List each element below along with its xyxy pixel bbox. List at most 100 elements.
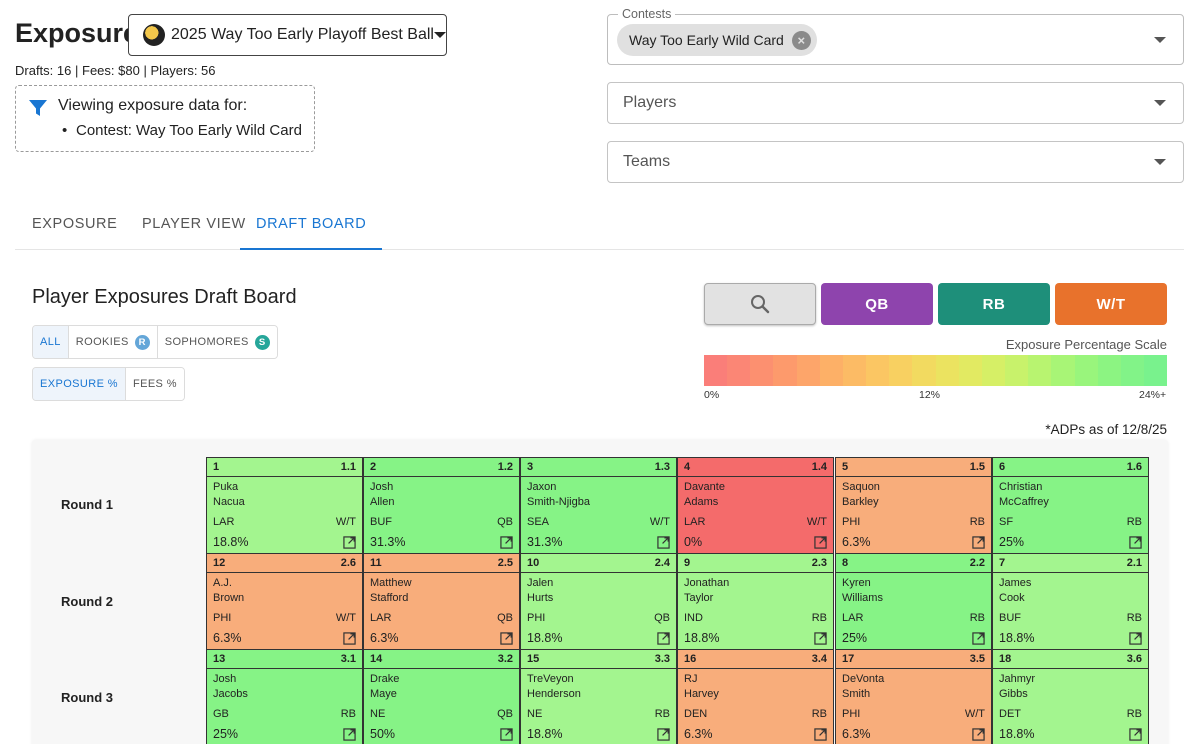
player-first-name: Josh xyxy=(213,673,237,685)
open-external-icon[interactable] xyxy=(500,536,513,549)
draft-board-cell[interactable]: 7 2.1 James Cook BUF RB 18.8% xyxy=(992,553,1149,650)
cell-header: 5 1.5 xyxy=(836,458,991,477)
caret-down-icon[interactable] xyxy=(1154,36,1166,43)
caret-down-icon[interactable] xyxy=(1154,100,1166,106)
open-external-icon[interactable] xyxy=(972,728,985,741)
draft-board-cell[interactable]: 5 1.5 Saquon Barkley PHI RB 6.3% xyxy=(835,457,992,554)
open-external-icon[interactable] xyxy=(657,536,670,549)
player-position: W/T xyxy=(335,612,356,624)
cell-header: 9 2.3 xyxy=(678,554,833,573)
open-external-icon[interactable] xyxy=(500,728,513,741)
pick-adp: 3.1 xyxy=(340,653,356,665)
contests-select[interactable]: Contests Way Too Early Wild Card × xyxy=(607,7,1184,65)
open-external-icon[interactable] xyxy=(657,728,670,741)
active-filters-summary: Viewing exposure data for: Contest: Way … xyxy=(15,85,315,152)
search-icon xyxy=(751,295,770,314)
draft-board-cell[interactable]: 13 3.1 Josh Jacobs GB RB 25% xyxy=(206,649,363,744)
open-external-icon[interactable] xyxy=(814,632,827,645)
draft-board-cell[interactable]: 18 3.6 Jahmyr Gibbs DET RB 18.8% xyxy=(992,649,1149,744)
open-external-icon[interactable] xyxy=(1129,536,1142,549)
draft-board-cell[interactable]: 17 3.5 DeVonta Smith PHI W/T 6.3% xyxy=(835,649,992,744)
teams-select[interactable]: Teams xyxy=(607,141,1184,183)
cell-header: 8 2.2 xyxy=(836,554,991,573)
caret-down-icon[interactable] xyxy=(1154,159,1166,165)
rb-filter-button[interactable]: RB xyxy=(938,283,1050,325)
players-select[interactable]: Players xyxy=(607,82,1184,124)
draft-board-cell[interactable]: 1 1.1 Puka Nacua LAR W/T 18.8% xyxy=(206,457,363,554)
search-button[interactable] xyxy=(704,283,816,325)
player-position: RB xyxy=(811,612,827,624)
cell-header: 1 1.1 xyxy=(207,458,362,477)
teams-placeholder: Teams xyxy=(623,153,671,170)
draft-board-cell[interactable]: 16 3.4 RJ Harvey DEN RB 6.3% xyxy=(677,649,834,744)
player-team: PHI xyxy=(527,612,546,624)
open-external-icon[interactable] xyxy=(343,728,356,741)
open-external-icon[interactable] xyxy=(814,728,827,741)
fees-total: Fees: $80 xyxy=(82,63,140,78)
player-last-name: McCaffrey xyxy=(999,496,1049,508)
player-exposure: 18.8% xyxy=(527,631,563,645)
round-label: Round 2 xyxy=(61,594,113,609)
open-external-icon[interactable] xyxy=(343,536,356,549)
open-external-icon[interactable] xyxy=(1129,728,1142,741)
filter-all-button[interactable]: ALL xyxy=(33,326,69,358)
view-tabs: EXPOSURE PLAYER VIEW DRAFT BOARD xyxy=(15,198,1184,250)
contests-label: Contests xyxy=(618,7,676,21)
open-external-icon[interactable] xyxy=(343,632,356,645)
player-last-name: Williams xyxy=(842,592,883,604)
scale-swatch xyxy=(912,355,936,386)
open-external-icon[interactable] xyxy=(657,632,670,645)
metric-toggle: EXPOSURE % FEES % xyxy=(32,367,185,401)
draft-board-cell[interactable]: 14 3.2 Drake Maye NE QB 50% xyxy=(363,649,520,744)
draft-board-cell[interactable]: 11 2.5 Matthew Stafford LAR QB 6.3% xyxy=(363,553,520,650)
open-external-icon[interactable] xyxy=(500,632,513,645)
cell-header: 16 3.4 xyxy=(678,650,833,669)
contest-chip[interactable]: Way Too Early Wild Card × xyxy=(617,24,817,56)
draft-board-cell[interactable]: 6 1.6 Christian McCaffrey SF RB 25% xyxy=(992,457,1149,554)
pick-number: 5 xyxy=(842,461,849,473)
draft-board-cell[interactable]: 2 1.2 Josh Allen BUF QB 31.3% xyxy=(363,457,520,554)
metric-fees-button[interactable]: FEES % xyxy=(125,368,184,400)
draft-board-cell[interactable]: 8 2.2 Kyren Williams LAR RB 25% xyxy=(835,553,992,650)
player-first-name: Jalen xyxy=(527,577,554,589)
wt-filter-button[interactable]: W/T xyxy=(1055,283,1167,325)
open-external-icon[interactable] xyxy=(972,632,985,645)
pick-adp: 2.3 xyxy=(811,557,827,569)
open-external-icon[interactable] xyxy=(1129,632,1142,645)
draft-board-cell[interactable]: 3 1.3 Jaxon Smith-Njigba SEA W/T 31.3% xyxy=(520,457,677,554)
player-first-name: TreVeyon xyxy=(527,673,574,685)
open-external-icon[interactable] xyxy=(814,536,827,549)
player-position: W/T xyxy=(806,516,827,528)
draft-select-value: 2025 Way Too Early Playoff Best Ball xyxy=(171,26,434,43)
metric-exposure-button[interactable]: EXPOSURE % xyxy=(33,368,126,400)
pick-adp: 3.3 xyxy=(654,653,670,665)
tab-player-view[interactable]: PLAYER VIEW xyxy=(142,215,246,232)
player-position: W/T xyxy=(649,516,670,528)
tab-draft-board[interactable]: DRAFT BOARD xyxy=(240,198,383,250)
qb-filter-button[interactable]: QB xyxy=(821,283,933,325)
player-first-name: Saquon xyxy=(842,481,880,493)
filter-rookies-button[interactable]: ROOKIES R xyxy=(68,326,158,358)
draft-board-cell[interactable]: 10 2.4 Jalen Hurts PHI QB 18.8% xyxy=(520,553,677,650)
draft-select[interactable]: 2025 Way Too Early Playoff Best Ball xyxy=(128,14,447,56)
draft-board-cell[interactable]: 12 2.6 A.J. Brown PHI W/T 6.3% xyxy=(206,553,363,650)
filter-icon xyxy=(29,100,47,116)
player-first-name: Davante xyxy=(684,481,725,493)
pick-number: 2 xyxy=(370,461,377,473)
metric-fees-label: FEES % xyxy=(132,378,177,390)
filter-sophomores-label: SOPHOMORES xyxy=(164,336,249,348)
chip-remove-icon[interactable]: × xyxy=(791,30,811,50)
tab-exposure[interactable]: EXPOSURE xyxy=(32,215,118,232)
draft-board-cell[interactable]: 9 2.3 Jonathan Taylor IND RB 18.8% xyxy=(677,553,834,650)
player-exposure: 6.3% xyxy=(842,535,871,549)
draft-board-cell[interactable]: 4 1.4 Davante Adams LAR W/T 0% xyxy=(677,457,834,554)
player-team: PHI xyxy=(842,708,861,720)
pick-adp: 1.2 xyxy=(497,461,513,473)
player-team: NE xyxy=(370,708,386,720)
filter-sophomores-button[interactable]: SOPHOMORES S xyxy=(157,326,277,358)
player-position: RB xyxy=(1126,516,1142,528)
player-position: RB xyxy=(969,516,985,528)
open-external-icon[interactable] xyxy=(972,536,985,549)
draft-board-cell[interactable]: 15 3.3 TreVeyon Henderson NE RB 18.8% xyxy=(520,649,677,744)
pick-adp: 1.6 xyxy=(1126,461,1142,473)
